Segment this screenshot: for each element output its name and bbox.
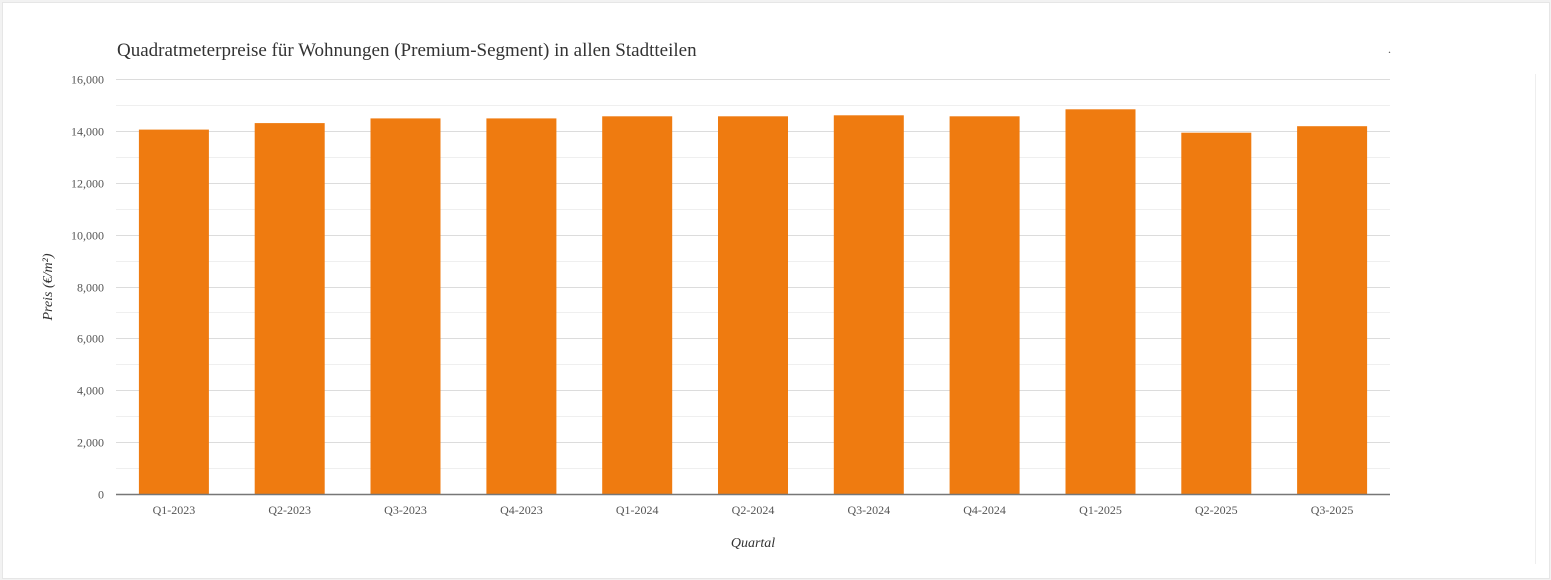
x-tick-label: Q1-2023 — [153, 503, 196, 517]
y-tick-label: 2,000 — [77, 436, 104, 450]
y-tick-label: 4,000 — [77, 384, 104, 398]
x-tick-label: Q2-2023 — [268, 503, 311, 517]
bar — [833, 115, 904, 495]
x-tick-label: Q1-2024 — [616, 503, 659, 517]
x-tick-label: Q4-2024 — [963, 503, 1006, 517]
bar — [370, 118, 441, 495]
y-tick-label: 0 — [98, 488, 104, 502]
y-axis-ticks: 0 2,000 4,000 6,000 8,000 10,000 12,000 14,000 1… — [71, 73, 104, 502]
y-tick-label: 6,000 — [77, 332, 104, 346]
x-tick-label: Q2-2024 — [732, 503, 775, 517]
y-tick-label: 12,000 — [71, 177, 104, 191]
bar — [1297, 126, 1368, 494]
x-axis-ticks: Q1-2023 Q2-2023 Q3-2023 Q4-2023 Q1-2024 Q2-20… — [153, 503, 1354, 517]
bar — [254, 123, 325, 494]
x-tick-label: Q3-2024 — [847, 503, 890, 517]
bars — [138, 109, 1368, 495]
panel-divider — [1535, 74, 1536, 564]
corner-mark: . — [1388, 42, 1391, 56]
y-tick-label: 14,000 — [71, 125, 104, 139]
bar — [138, 129, 209, 494]
x-tick-label: Q4-2023 — [500, 503, 543, 517]
bar — [1181, 132, 1252, 494]
bar — [949, 116, 1020, 495]
x-tick-label: Q1-2025 — [1079, 503, 1122, 517]
bar — [1065, 109, 1136, 495]
y-tick-label: 10,000 — [71, 229, 104, 243]
x-tick-label: Q2-2025 — [1195, 503, 1238, 517]
bar — [486, 118, 557, 495]
bar — [602, 116, 673, 495]
y-tick-label: 16,000 — [71, 73, 104, 87]
x-tick-label: Q3-2025 — [1311, 503, 1354, 517]
y-tick-label: 8,000 — [77, 281, 104, 295]
bar — [718, 116, 788, 495]
x-tick-label: Q3-2023 — [384, 503, 427, 517]
chart-title: Quadratmeterpreise für Wohnungen (Premiu… — [117, 40, 697, 61]
x-axis-title: Quartal — [731, 536, 775, 551]
y-axis-title: Preis (€/m²) — [41, 253, 56, 321]
